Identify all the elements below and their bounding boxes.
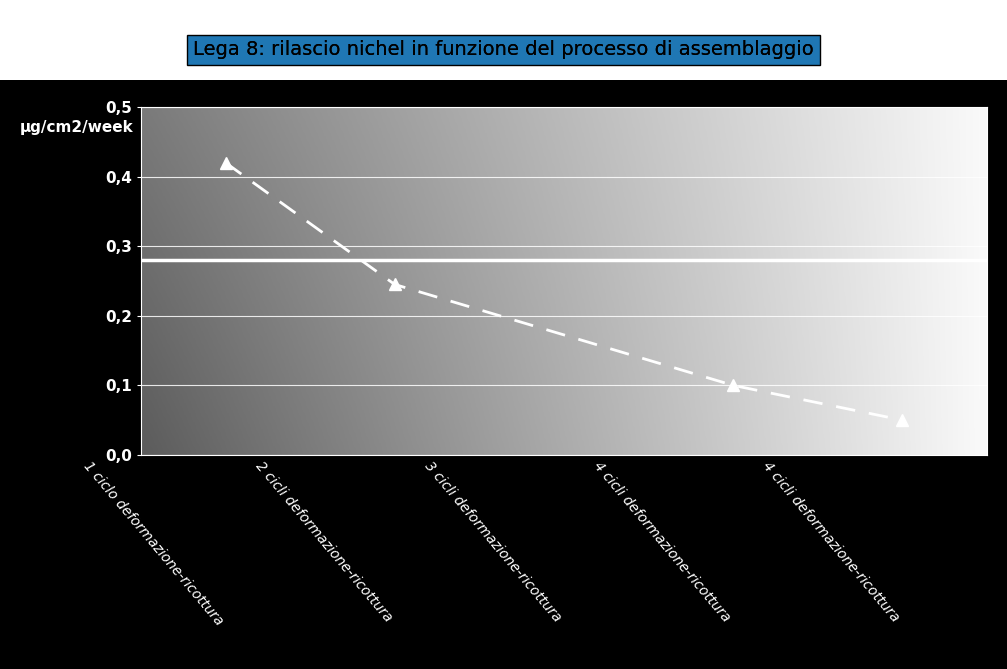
Text: Lega 8: rilascio nichel in funzione del processo di assemblaggio: Lega 8: rilascio nichel in funzione del … [193, 40, 814, 59]
Legend: rilascio nichel, valore limite: rilascio nichel, valore limite [385, 664, 743, 669]
Text: μg/cm2/week: μg/cm2/week [20, 120, 134, 135]
Text: Lega 8: rilascio nichel in funzione del processo di assemblaggio: Lega 8: rilascio nichel in funzione del … [193, 40, 814, 59]
